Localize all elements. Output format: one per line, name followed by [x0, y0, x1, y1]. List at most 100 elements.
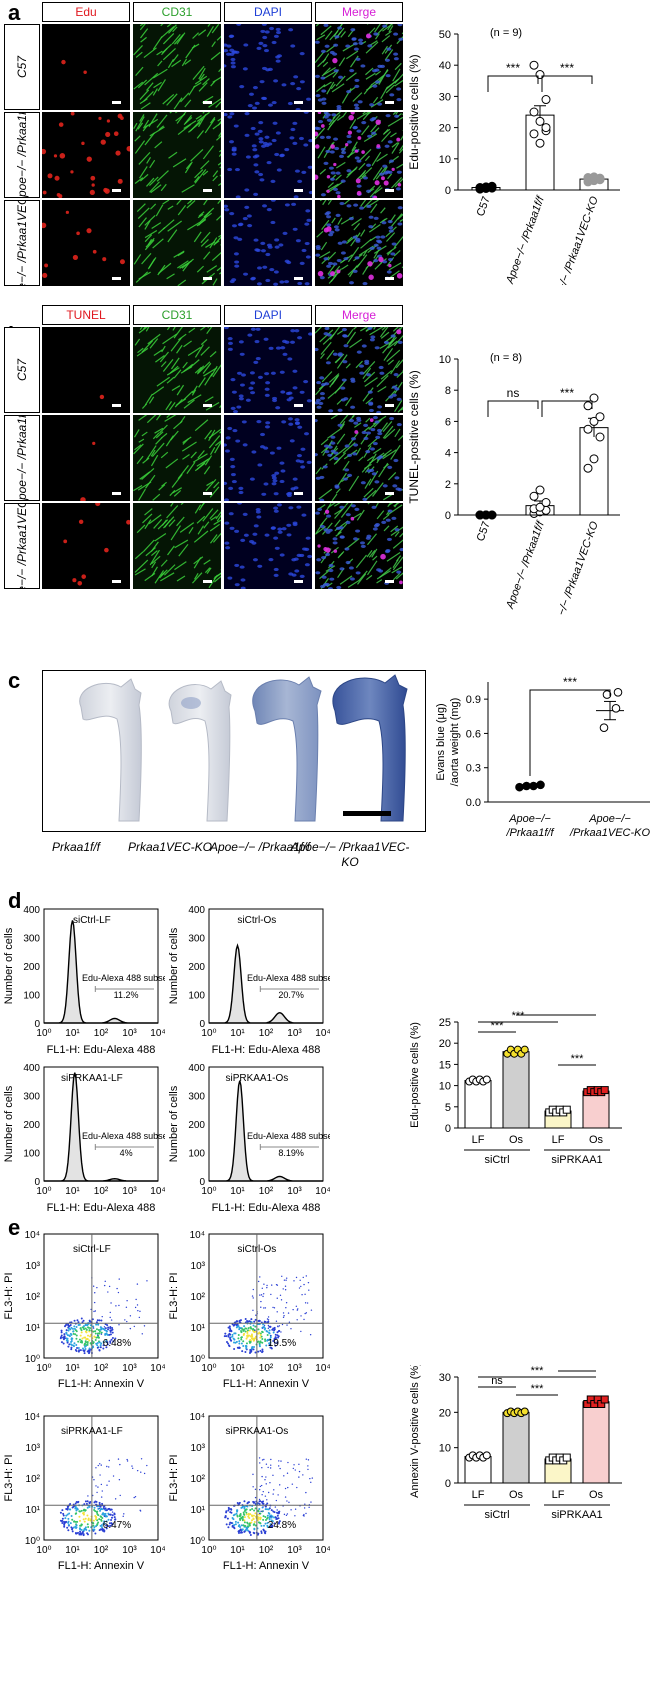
- cd31-signal: [210, 116, 216, 124]
- positive-nucleus: [324, 509, 330, 514]
- event-dot: [102, 1507, 105, 1510]
- event-dot: [225, 1340, 228, 1343]
- micrograph-red: [42, 200, 130, 286]
- nucleus: [333, 225, 339, 229]
- y-tick-label: 400: [23, 905, 40, 916]
- event-dot: [283, 1314, 285, 1317]
- event-dot: [95, 1516, 98, 1519]
- event-dot: [268, 1329, 271, 1332]
- nucleus: [349, 68, 355, 73]
- cd31-signal: [173, 97, 183, 110]
- event-dot: [262, 1510, 264, 1512]
- cd31-signal: [338, 57, 346, 67]
- event-dot: [287, 1486, 289, 1489]
- event-dot: [63, 1333, 66, 1336]
- nucleus: [263, 482, 269, 486]
- y-tick-label: 40: [439, 60, 451, 72]
- event-dot: [59, 1511, 62, 1514]
- cd31-signal: [183, 390, 194, 401]
- nucleus: [260, 29, 266, 34]
- cd31-signal: [334, 519, 341, 528]
- event-dot: [277, 1465, 280, 1467]
- nucleus: [387, 465, 393, 469]
- cd31-signal: [214, 575, 221, 583]
- event-dot: [247, 1501, 250, 1504]
- event-dot: [68, 1512, 71, 1515]
- group-label: siPRKAA1: [551, 1154, 602, 1166]
- nucleus: [244, 188, 250, 192]
- nucleus: [355, 239, 361, 243]
- event-dot: [137, 1309, 139, 1312]
- nucleus: [271, 138, 277, 143]
- event-dot: [272, 1306, 274, 1309]
- nucleus: [390, 334, 396, 338]
- cd31-signal: [191, 385, 198, 394]
- nucleus: [341, 240, 347, 244]
- cd31-signal: [151, 561, 157, 569]
- group-label: siPRKAA1: [551, 1509, 602, 1521]
- event-dot: [94, 1532, 97, 1535]
- nucleus: [228, 34, 234, 38]
- nucleus: [346, 169, 352, 173]
- nucleus: [321, 89, 327, 93]
- nucleus: [341, 378, 347, 382]
- x-tick-label: 10⁰: [201, 1186, 216, 1197]
- cd31-signal: [172, 54, 179, 63]
- event-dot: [84, 1526, 87, 1529]
- nucleus: [289, 439, 295, 443]
- cd31-signal: [149, 338, 159, 349]
- cd31-signal: [168, 401, 176, 411]
- cd31-signal: [216, 35, 221, 41]
- nucleus: [238, 490, 244, 495]
- cd31-signal: [322, 53, 330, 63]
- y-tick-label: 20: [439, 123, 451, 135]
- x-tick-label: 10⁰: [201, 1363, 216, 1374]
- scatter-title: siPRKAA1-LF: [61, 1426, 123, 1437]
- event-dot: [76, 1346, 79, 1349]
- cd31-signal: [395, 359, 403, 369]
- event-dot: [267, 1491, 270, 1494]
- event-dot: [269, 1336, 272, 1339]
- y-tick-label: 10⁴: [25, 1412, 40, 1423]
- micrograph-green: [133, 112, 221, 198]
- event-dot: [263, 1324, 266, 1327]
- event-dot: [307, 1281, 310, 1284]
- event-dot: [296, 1309, 299, 1311]
- event-dot: [81, 1347, 84, 1350]
- event-dot: [287, 1312, 290, 1314]
- cd31-signal: [372, 482, 384, 497]
- positive-nucleus: [100, 139, 106, 145]
- nucleus: [305, 255, 311, 259]
- event-dot: [245, 1511, 248, 1514]
- x-axis-title: FL1-H: Edu-Alexa 488: [212, 1202, 321, 1214]
- cd31-signal: [157, 519, 169, 530]
- nucleus: [231, 50, 237, 54]
- event-dot: [237, 1531, 240, 1534]
- scale-bar: [294, 277, 303, 280]
- nucleus: [336, 585, 342, 589]
- cd31-signal: [203, 200, 208, 206]
- y-tick-label: 10³: [191, 1261, 206, 1272]
- cd31-signal: [191, 389, 197, 396]
- nucleus: [392, 484, 398, 488]
- row-label-text: Apoe−/− /Prkaa1VEC-KO: [15, 503, 29, 589]
- event-dot: [237, 1521, 240, 1524]
- nucleus: [280, 390, 286, 394]
- cd31-signal: [207, 24, 211, 27]
- cd31-signal: [133, 485, 143, 492]
- event-dot: [251, 1508, 254, 1511]
- event-dot: [238, 1346, 241, 1349]
- cd31-signal: [327, 251, 337, 261]
- nucleus: [303, 143, 309, 147]
- cd31-signal: [319, 570, 330, 580]
- y-tick-label: 10⁴: [25, 1230, 40, 1241]
- cd31-signal: [328, 114, 341, 128]
- event-dot: [264, 1479, 266, 1481]
- nucleus: [254, 101, 260, 105]
- event-dot: [86, 1500, 89, 1503]
- cd31-signal: [165, 435, 174, 447]
- positive-nucleus: [42, 148, 47, 155]
- data-point: [599, 723, 609, 733]
- cd31-signal: [175, 113, 186, 122]
- histogram-title: siPRKAA1-LF: [61, 1073, 123, 1084]
